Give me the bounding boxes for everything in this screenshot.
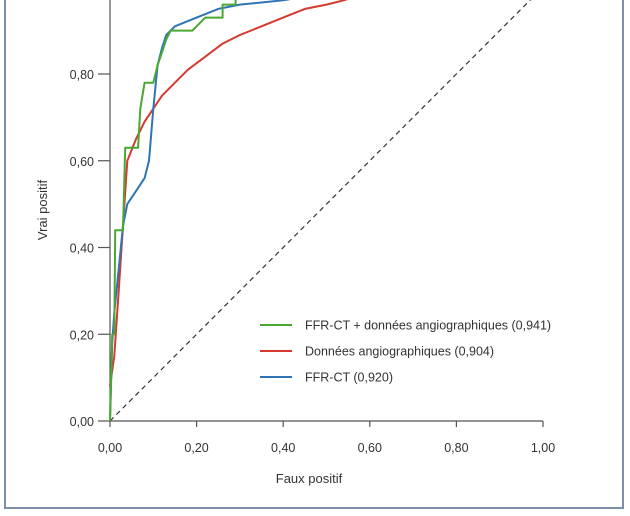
series-line-0 <box>109 0 237 422</box>
y-tick-label: 0,80 <box>70 68 94 82</box>
y-tick-label: 0,40 <box>70 242 94 256</box>
legend-label-0: FFR-CT + données angiographiques (0,941) <box>305 319 551 333</box>
legend-label-1: Données angiographiques (0,904) <box>305 345 494 359</box>
series-group <box>109 0 348 422</box>
legend: FFR-CT + données angiographiques (0,941)… <box>260 319 551 385</box>
y-axis-label: Vrai positif <box>35 180 50 241</box>
x-tick-label: 1,00 <box>531 441 555 455</box>
x-tick-label: 0,00 <box>98 441 122 455</box>
y-ticks: 0,00 0,20 0,40 0,60 0,80 <box>70 68 110 429</box>
figure-frame <box>4 0 624 509</box>
axes <box>109 0 543 422</box>
x-tick-label: 0,40 <box>271 441 295 455</box>
y-tick-label: 0,20 <box>70 328 94 342</box>
series-line-2 <box>109 0 291 422</box>
chance-diagonal-line <box>109 0 532 422</box>
x-ticks: 0,00 0,20 0,40 0,60 0,80 1,00 <box>98 421 555 455</box>
y-tick-label: 0,60 <box>70 155 94 169</box>
x-tick-label: 0,60 <box>358 441 382 455</box>
y-tick-label: 0,00 <box>70 415 94 429</box>
x-tick-label: 0,80 <box>444 441 468 455</box>
x-axis-label: Faux positif <box>276 471 343 486</box>
x-tick-label: 0,20 <box>184 441 208 455</box>
legend-label-2: FFR-CT (0,920) <box>305 371 393 385</box>
